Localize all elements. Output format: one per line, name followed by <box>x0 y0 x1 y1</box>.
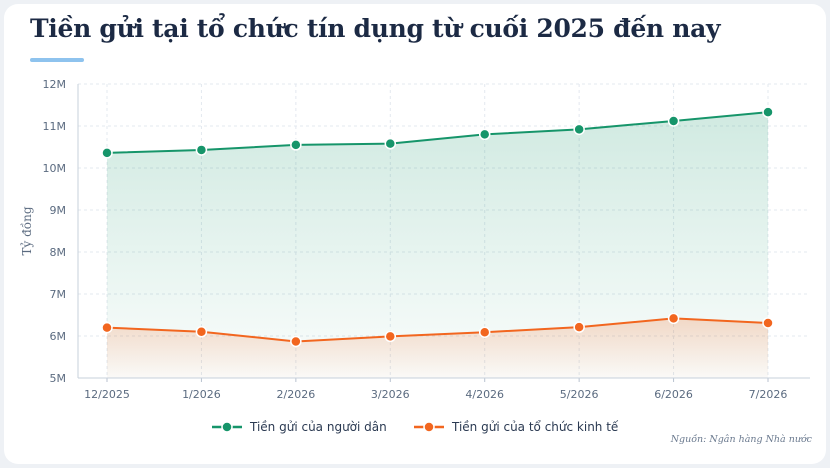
source-note: Nguồn: Ngân hàng Nhà nước <box>670 434 812 445</box>
data-point-series-1 <box>195 144 208 156</box>
data-point-series-1 <box>478 128 491 141</box>
data-point-series-2 <box>101 321 113 334</box>
y-tick-label: 10M <box>43 162 67 175</box>
y-tick-label: 12M <box>43 78 67 91</box>
series-area-2 <box>107 318 768 378</box>
legend-swatch-marker <box>221 421 233 433</box>
data-point-series-1 <box>101 147 113 159</box>
x-tick-label: 12/2025 <box>84 388 130 401</box>
y-tick-label: 6M <box>50 330 67 343</box>
data-point-series-2 <box>195 326 208 338</box>
y-tick-label: 5M <box>50 372 67 385</box>
y-tick-label: 7M <box>50 288 67 301</box>
data-point-series-2 <box>667 312 680 325</box>
x-tick-label: 4/2026 <box>465 388 504 401</box>
title-underline <box>30 58 84 62</box>
data-point-series-2 <box>762 317 774 329</box>
y-tick-label: 11M <box>43 120 67 133</box>
y-tick-label: 8M <box>50 246 67 259</box>
x-tick-label: 2/2026 <box>277 388 316 401</box>
y-tick-label: 9M <box>50 204 67 217</box>
x-tick-label: 1/2026 <box>182 388 221 401</box>
chart-title: Tiền gửi tại tổ chức tín dụng từ cuối 20… <box>30 14 721 43</box>
x-tick-label: 3/2026 <box>371 388 410 401</box>
legend-label: Tiền gửi của người dân <box>249 420 387 434</box>
x-tick-label: 7/2026 <box>749 388 788 401</box>
data-point-series-1 <box>290 139 302 151</box>
data-point-series-1 <box>667 115 680 127</box>
data-point-series-1 <box>573 123 585 136</box>
data-point-series-2 <box>478 326 491 338</box>
data-point-series-2 <box>573 321 585 333</box>
data-point-series-2 <box>290 335 302 348</box>
series-line-2 <box>106 317 769 343</box>
series-area-1 <box>107 112 768 378</box>
y-axis-title: Tỷ đồng <box>19 206 34 255</box>
data-point-series-2 <box>384 330 397 343</box>
legend-swatch-marker <box>423 421 435 433</box>
legend-label: Tiền gửi của tổ chức kinh tế <box>451 420 619 434</box>
series-line-1 <box>106 111 769 154</box>
x-tick-label: 5/2026 <box>560 388 599 401</box>
data-point-series-1 <box>762 106 774 118</box>
x-tick-label: 6/2026 <box>654 388 693 401</box>
data-point-series-1 <box>384 137 397 150</box>
